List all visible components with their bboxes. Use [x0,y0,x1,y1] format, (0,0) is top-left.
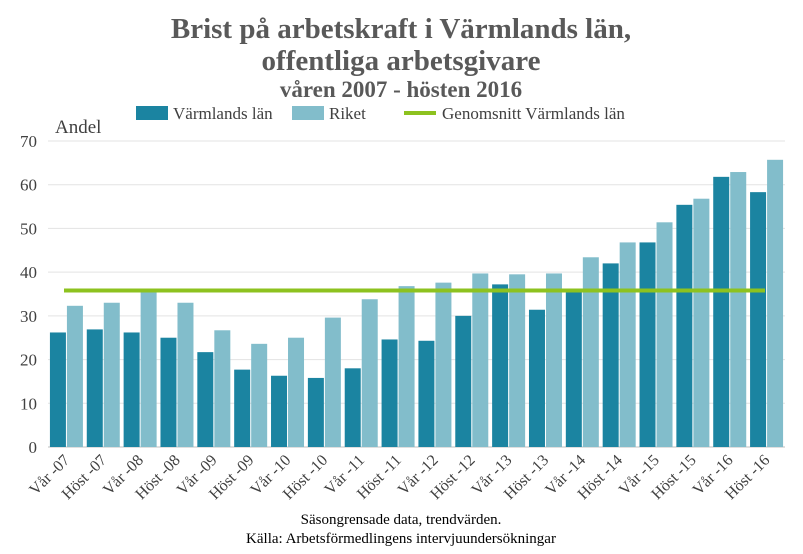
bars [49,159,784,448]
bar-varmland [418,340,435,447]
y-axis-label: Andel [55,117,101,138]
bar-varmland [234,369,251,447]
y-tick-label: 70 [20,132,37,151]
bar-riket [582,257,599,447]
bar-varmland [86,329,103,447]
legend-label-varmland: Värmlands län [173,104,273,123]
y-tick-label: 40 [20,263,37,282]
y-tick-label: 0 [29,438,38,457]
bar-riket [140,289,157,447]
bar-varmland [676,204,693,447]
bar-varmland [492,284,509,447]
bar-varmland [565,289,582,447]
bar-riket [767,159,784,447]
bar-riket [656,222,673,447]
bar-riket [435,282,452,447]
legend-swatch-riket [292,106,324,120]
legend-label-average: Genomsnitt Värmlands län [442,104,625,123]
footnote-line1: Säsongrensade data, trendvärden. [301,512,502,528]
legend-label-riket: Riket [329,104,366,123]
bar-varmland [49,332,66,447]
bar-riket [288,337,305,447]
bar-varmland [123,332,140,447]
bar-varmland [713,176,730,448]
bar-varmland [160,337,177,447]
bar-riket [398,286,415,447]
bar-varmland [750,192,767,447]
y-tick-label: 10 [20,394,37,413]
bar-varmland [639,242,656,447]
bar-varmland [307,377,324,447]
chart-subtitle: våren 2007 - hösten 2016 [280,77,522,102]
y-tick-label: 20 [20,351,37,370]
bar-riket [103,302,120,447]
chart-title-line2: offentliga arbetsgivare [262,45,541,77]
bar-riket [214,330,231,447]
y-tick-label: 50 [20,219,37,238]
bar-riket [509,274,526,447]
chart-title: Brist på arbetskraft i Värmlands län, [171,13,631,45]
bar-riket [472,273,489,447]
bar-riket [361,299,378,447]
legend: Värmlands län Riket Genomsnitt Värmlands… [136,104,625,123]
bar-varmland [455,315,472,447]
bar-riket [177,302,194,447]
gridlines [48,140,785,448]
bar-varmland [271,375,288,447]
bar-riket [251,343,268,447]
bar-riket [693,198,710,447]
bar-varmland [381,339,398,447]
bar-varmland [602,263,619,447]
bar-riket [730,172,747,447]
bar-riket [66,305,83,447]
bar-riket [545,273,562,447]
footnote-line2: Källa: Arbetsförmedlingens intervjuunder… [246,531,556,547]
bar-riket [324,317,341,447]
legend-swatch-varmland [136,106,168,120]
bar-varmland [528,309,545,447]
y-ticks: 0 10 20 30 40 50 60 70 [20,132,37,457]
bar-varmland [344,368,361,447]
y-tick-label: 60 [20,176,37,195]
y-tick-label: 30 [20,307,37,326]
bar-varmland [197,352,214,447]
bar-riket [619,242,636,447]
